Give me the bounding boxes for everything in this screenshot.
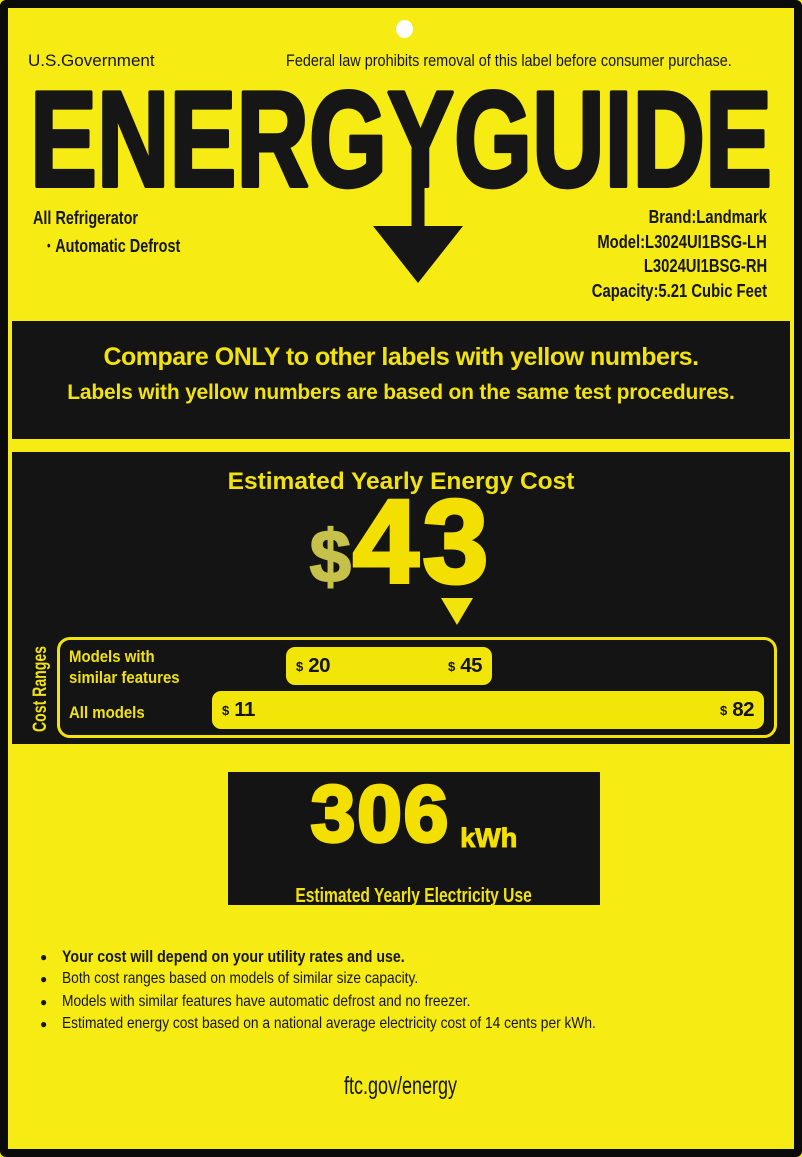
list-item: ● Your cost will depend on your utility … [40,946,788,968]
similar-models-range-bar: $ 20 $ 45 [286,647,492,685]
footnotes-list: ● Your cost will depend on your utility … [40,946,788,1036]
bullet-icon: • [47,238,51,253]
range-min: $ 20 [296,654,331,677]
ftc-url: ftc.gov/energy [344,1072,458,1100]
yearly-cost-panel: Estimated Yearly Energy Cost $43 Cost Ra… [12,452,790,744]
compare-headline: Compare ONLY to other labels with yellow… [103,343,699,371]
bullet-icon: ● [40,950,48,964]
list-item: ● Both cost ranges based on models of si… [40,968,788,990]
energyguide-logo: ENERGYGUIDE [28,61,774,286]
cost-value: 43 [351,476,493,608]
dollar-sign: $ [222,702,230,718]
federal-notice: Federal law prohibits removal of this la… [286,51,802,71]
product-category: All Refrigerator [33,207,139,228]
kwh-unit: kWh [460,823,518,854]
us-government-label: U.S.Government [28,51,155,70]
electricity-value-row: 306 kWh [228,772,600,869]
similar-models-label: Models with similar features [69,647,180,687]
dollar-sign: $ [296,658,304,674]
product-feature: • Automatic Defrost [33,235,218,257]
list-item: ● Models with similar features have auto… [40,991,788,1013]
cost-ranges-box: Models with similar features $ 20 $ 45 A… [57,637,777,738]
cost-pointer-icon [441,598,473,625]
model-line-2: L3024UI1BSG-RH [643,255,767,276]
dollar-sign: $ [309,514,353,599]
range-max: $ 82 [719,698,755,721]
cost-amount: $43 [12,481,790,634]
cost-ranges-axis-label: Cost Ranges [30,646,51,732]
all-models-label: All models [69,703,145,722]
hang-hole [396,20,413,38]
energyguide-wordmark: ENERGYGUIDE [30,63,772,215]
bullet-icon: ● [40,972,48,987]
capacity-line: Capacity:5.21 Cubic Feet [591,279,767,301]
dollar-sign: $ [447,658,456,674]
all-models-range-bar: $ 11 $ 82 [212,691,764,729]
compare-panel: Compare ONLY to other labels with yellow… [12,321,790,439]
model-line: Model:L3024UI1BSG-LH [597,230,767,252]
cost-title: Estimated Yearly Energy Cost [227,468,575,495]
product-type-block: All Refrigerator • Automatic Defrost [33,207,218,257]
product-feature-text: Automatic Defrost [55,235,181,256]
bullet-icon: ● [40,994,48,1009]
bullet-icon: ● [40,1017,48,1032]
range-max: $ 45 [447,654,483,677]
range-min: $ 11 [222,698,255,721]
energyguide-logo-art: ENERGYGUIDE [28,61,774,283]
list-item: ● Estimated energy cost based on a natio… [40,1013,788,1035]
dollar-sign: $ [719,702,728,718]
product-info-block: Brand:Landmark Model:L3024UI1BSG-LH L302… [548,205,767,303]
electricity-caption: Estimated Yearly Electricity Use [295,885,533,907]
electricity-use-panel: 306 kWh Estimated Yearly Electricity Use [228,772,600,907]
down-arrow-icon [373,148,463,283]
kwh-value: 306 [309,769,451,858]
federal-notice-text: Federal law prohibits removal of this la… [286,51,732,70]
brand-line: Brand:Landmark [648,206,767,227]
compare-subline: Labels with yellow numbers are based on … [67,381,735,404]
